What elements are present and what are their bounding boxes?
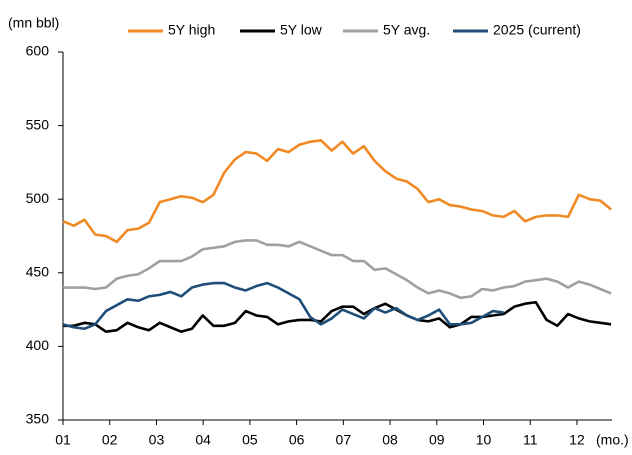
x-tick-label: 10 [476, 432, 492, 448]
series-line [62, 281, 504, 331]
y-axis-label: (mn bbl) [8, 15, 59, 31]
y-tick-label: 350 [26, 411, 50, 427]
series-line [62, 139, 612, 244]
x-tick-label: 01 [55, 432, 71, 448]
x-tick-label: 04 [195, 432, 211, 448]
y-tick-label: 550 [26, 116, 50, 132]
x-tick-label: 03 [149, 432, 165, 448]
x-tick-label: 09 [429, 432, 445, 448]
y-tick-label: 450 [26, 264, 50, 280]
x-tick-label: 05 [242, 432, 258, 448]
x-tick-label: 07 [336, 432, 352, 448]
x-axis-label: (mo.) [596, 432, 629, 448]
x-tick-label: 12 [569, 432, 585, 448]
legend-label: 5Y avg. [383, 22, 430, 38]
series-line [63, 300, 612, 333]
y-tick-label: 400 [26, 337, 50, 353]
series-line [63, 239, 612, 300]
legend-label: 5Y high [168, 22, 215, 38]
y-tick-label: 500 [26, 190, 50, 206]
legend-label: 2025 (current) [493, 22, 581, 38]
x-tick-label: 02 [102, 432, 118, 448]
y-tick-label: 600 [26, 43, 50, 59]
x-tick-label: 11 [523, 432, 538, 448]
x-tick-label: 08 [382, 432, 398, 448]
legend-label: 5Y low [280, 22, 323, 38]
x-tick-label: 06 [289, 432, 305, 448]
